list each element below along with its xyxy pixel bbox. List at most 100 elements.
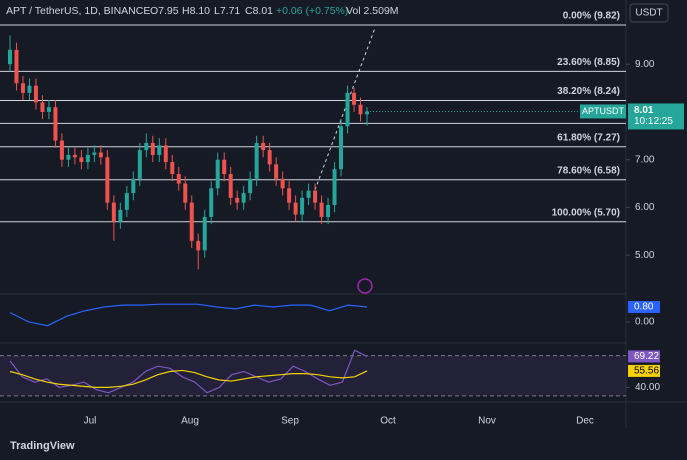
fib-label: 61.80% (7.27) bbox=[557, 132, 620, 143]
currency-button[interactable] bbox=[629, 3, 669, 23]
candle-body bbox=[14, 49, 19, 84]
value-tag-bg bbox=[628, 350, 660, 363]
candle-body bbox=[300, 197, 305, 215]
candle-body bbox=[306, 190, 311, 198]
candle-body bbox=[352, 92, 357, 105]
candle-body bbox=[287, 188, 292, 203]
candle-body bbox=[27, 85, 32, 93]
value-tag: 55.56 bbox=[634, 366, 659, 377]
y-tick-label: 5.00 bbox=[635, 250, 655, 261]
candle-body bbox=[118, 209, 123, 222]
value-tag-bg bbox=[628, 300, 660, 313]
y-tick-label: 7.00 bbox=[635, 154, 655, 165]
fib-label: 38.20% (8.24) bbox=[557, 86, 620, 97]
candle-body bbox=[33, 85, 38, 103]
value-tag-bg bbox=[628, 364, 660, 377]
symbol-tag: APTUSDT bbox=[582, 106, 625, 116]
fib-label: 78.60% (6.58) bbox=[557, 165, 620, 176]
candle-body bbox=[98, 152, 103, 158]
candle-body bbox=[40, 102, 45, 112]
candle-body bbox=[8, 49, 12, 65]
price-tag: 8.01 bbox=[634, 105, 654, 116]
candle-body bbox=[20, 83, 25, 93]
candle-body bbox=[53, 107, 58, 141]
candle-body bbox=[66, 154, 71, 160]
price-tag-bg bbox=[628, 103, 684, 130]
candle-body bbox=[326, 205, 331, 217]
fib-label: 100.00% (5.70) bbox=[552, 207, 620, 218]
candle-body bbox=[92, 152, 97, 155]
candle-body bbox=[319, 202, 324, 217]
x-tick-label: Nov bbox=[478, 416, 496, 427]
candle-body bbox=[46, 107, 51, 112]
candle-body bbox=[183, 183, 188, 203]
candle-body bbox=[293, 202, 298, 215]
candle-body bbox=[85, 154, 90, 163]
countdown: 10:12:25 bbox=[634, 116, 673, 127]
symbol-tag-bg bbox=[580, 104, 626, 119]
candle-body bbox=[189, 202, 194, 241]
value-tag: 69.22 bbox=[634, 351, 659, 362]
candle-body bbox=[105, 157, 110, 203]
candle-body bbox=[345, 92, 350, 127]
candle-body bbox=[196, 240, 201, 251]
brand: TradingView bbox=[10, 440, 75, 452]
currency: USDT bbox=[635, 8, 662, 19]
candle-body bbox=[274, 164, 279, 179]
x-tick-label: Dec bbox=[576, 416, 594, 427]
candle-body bbox=[358, 104, 363, 115]
ohlc-low: L7.71 bbox=[214, 5, 240, 17]
candle-body bbox=[131, 178, 136, 194]
candle-body bbox=[313, 190, 318, 203]
y-tick-label: 6.00 bbox=[635, 202, 655, 213]
candle-body bbox=[176, 173, 181, 184]
x-tick-label: Sep bbox=[281, 416, 299, 427]
candle-body bbox=[59, 140, 64, 160]
candle-body bbox=[170, 162, 175, 174]
ohlc-close: C8.01 bbox=[245, 5, 273, 17]
trend-line bbox=[314, 27, 376, 191]
candle-body bbox=[209, 188, 214, 217]
event-icon bbox=[357, 278, 373, 294]
candle-body bbox=[228, 173, 233, 198]
candle-body bbox=[137, 150, 142, 179]
candle-body bbox=[267, 150, 272, 165]
ohlc-high: H8.10 bbox=[182, 5, 210, 17]
y-tick-label: 9.00 bbox=[635, 59, 655, 70]
x-tick-label: Jul bbox=[84, 416, 97, 427]
candle-body bbox=[280, 178, 285, 189]
candle-body bbox=[235, 197, 240, 203]
change: +0.06 (+0.75%) bbox=[276, 5, 348, 17]
candle-body bbox=[79, 157, 84, 163]
candle-body bbox=[202, 216, 207, 251]
indicator-line bbox=[9, 303, 368, 327]
candle-body bbox=[261, 142, 266, 151]
candle-body bbox=[144, 142, 149, 151]
x-tick-label: Oct bbox=[380, 416, 396, 427]
candle-body bbox=[339, 126, 344, 170]
candle-body bbox=[248, 178, 253, 194]
candle-body bbox=[254, 142, 259, 179]
fib-label: 23.60% (8.85) bbox=[557, 57, 620, 68]
ohlc-open: O7.95 bbox=[150, 5, 179, 17]
candle-body bbox=[365, 111, 369, 115]
candle-body bbox=[215, 159, 220, 189]
y-tick-label: 40.00 bbox=[635, 382, 660, 393]
candle-body bbox=[222, 159, 227, 174]
candle-body bbox=[163, 145, 168, 163]
candle-body bbox=[111, 202, 116, 222]
x-tick-label: Aug bbox=[181, 416, 199, 427]
candle-body bbox=[72, 154, 77, 158]
candle-body bbox=[157, 145, 162, 155]
fib-label: 0.00% (9.82) bbox=[563, 11, 620, 22]
y-tick-label: 0.00 bbox=[635, 317, 655, 328]
candle-body bbox=[124, 193, 129, 210]
volume: Vol 2.509M bbox=[346, 5, 399, 17]
value-tag: 0.80 bbox=[634, 302, 654, 313]
candle-body bbox=[241, 193, 246, 203]
candle-body bbox=[150, 142, 155, 155]
indicator-line bbox=[9, 369, 368, 388]
candle-body bbox=[332, 169, 337, 206]
